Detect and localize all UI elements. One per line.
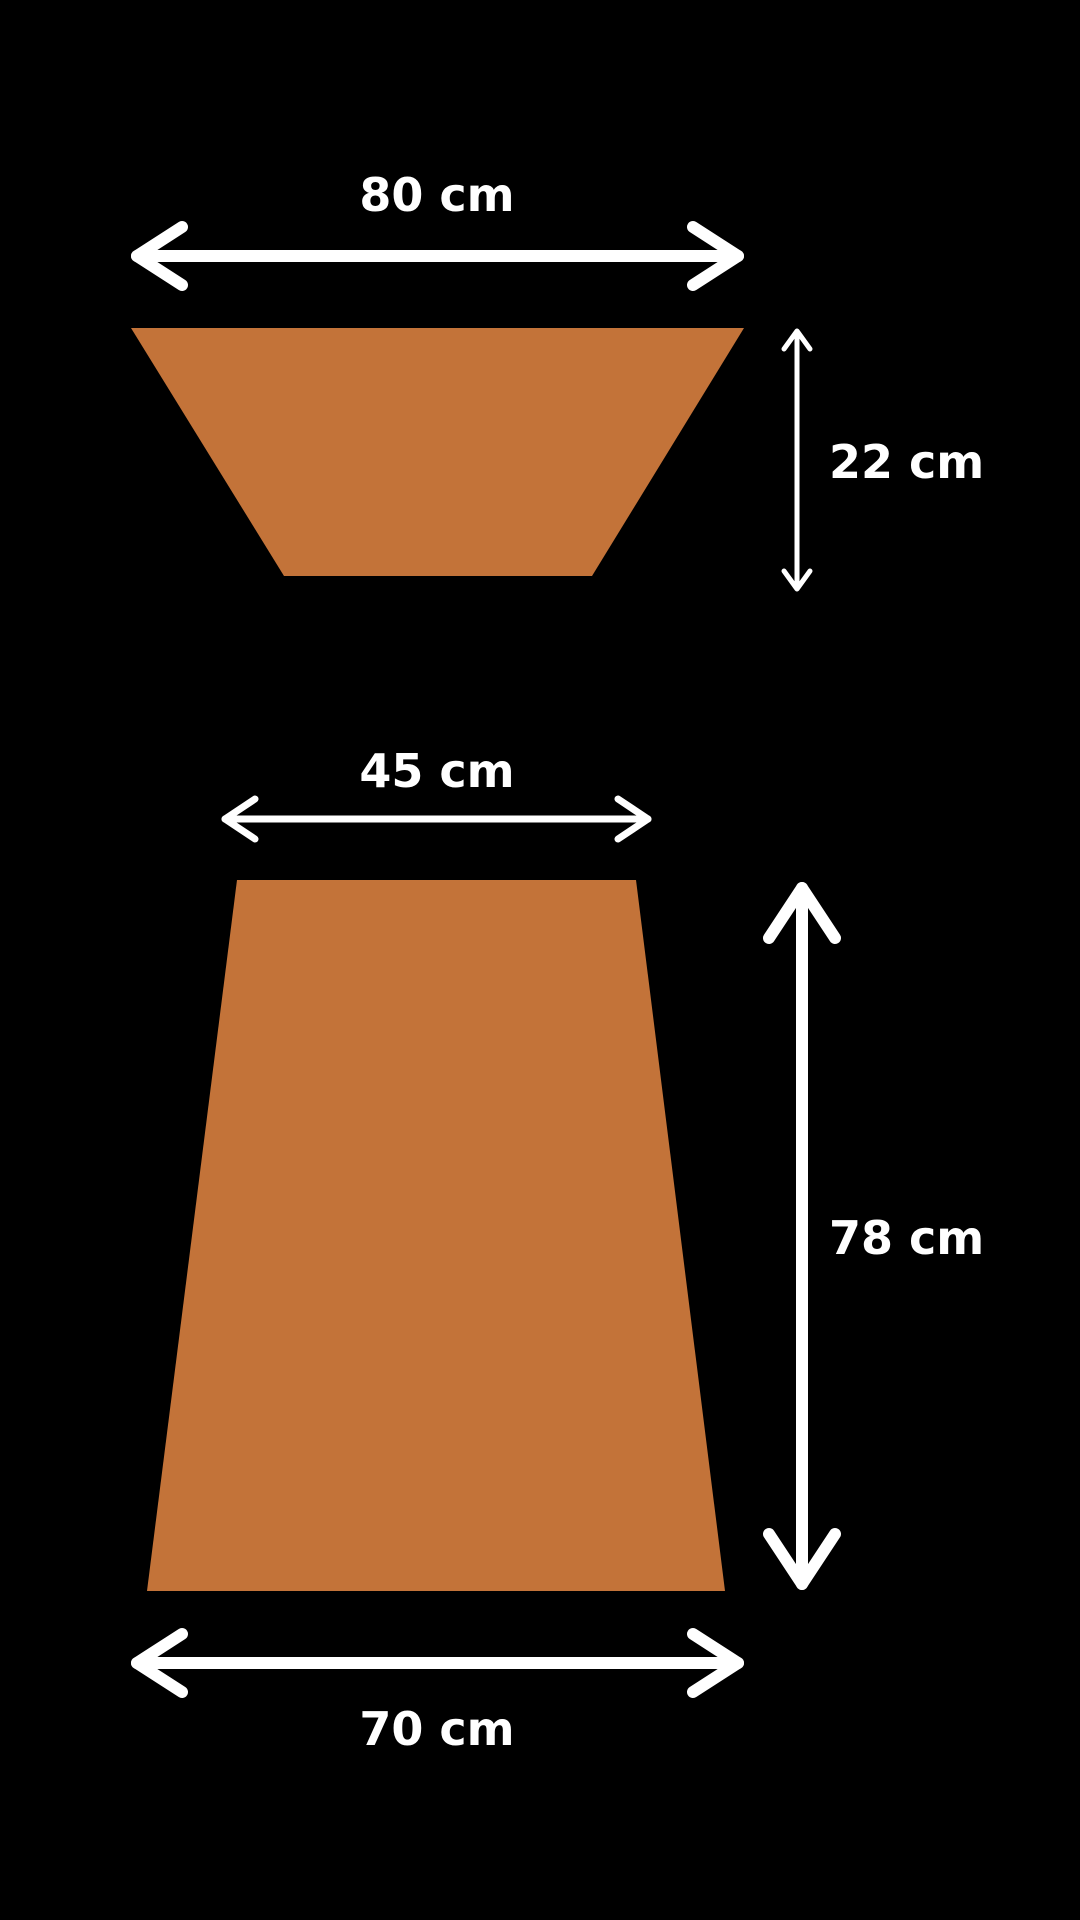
bottom-height-label: 78 cm [829, 1211, 984, 1265]
bottom-width-arrow [131, 1628, 744, 1698]
top-height-arrow [781, 328, 813, 592]
bottom-top-width-arrow [221, 795, 652, 843]
top-height-label: 22 cm [829, 435, 984, 489]
bottom-top-width-label: 45 cm [359, 744, 514, 798]
bottom-width-label: 70 cm [359, 1702, 514, 1756]
bottom-piece-shape [147, 880, 725, 1591]
top-width-label: 80 cm [359, 168, 514, 222]
top-piece-shape [131, 328, 744, 576]
top-width-arrow [131, 221, 744, 291]
bottom-height-arrow [763, 882, 841, 1590]
